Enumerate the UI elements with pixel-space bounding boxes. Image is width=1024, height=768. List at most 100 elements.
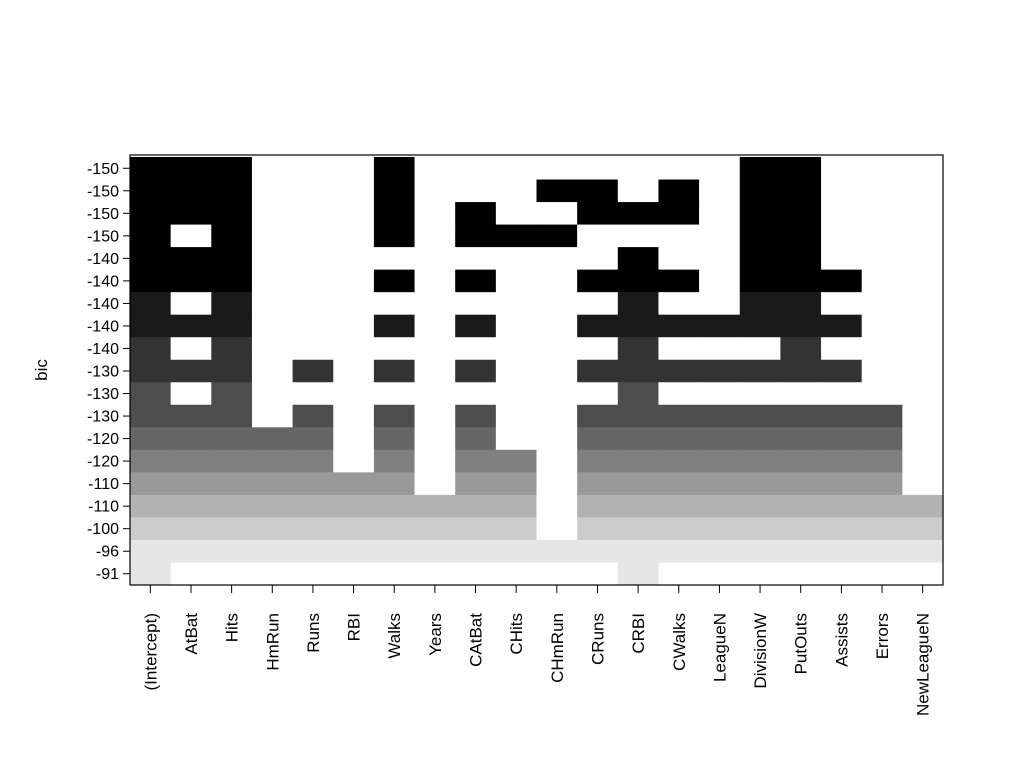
heatmap-cell — [861, 202, 903, 226]
heatmap-cell — [577, 314, 619, 338]
heatmap-cell — [130, 202, 172, 226]
heatmap-cell — [780, 269, 822, 293]
heatmap-cell — [170, 269, 212, 293]
heatmap-cell — [373, 337, 416, 361]
heatmap-cell — [211, 224, 253, 248]
heatmap-cell — [333, 427, 375, 451]
heatmap-cell — [821, 224, 863, 248]
heatmap-cell — [739, 404, 781, 428]
heatmap-cell — [861, 359, 903, 383]
heatmap-cell — [414, 494, 456, 519]
heatmap-cell — [495, 247, 538, 271]
heatmap-cell — [577, 269, 619, 293]
heatmap-cell — [211, 359, 253, 383]
heatmap-cell — [292, 404, 334, 428]
heatmap-cell — [780, 517, 822, 541]
heatmap-cell — [333, 449, 375, 473]
heatmap-cell — [902, 562, 944, 586]
heatmap-cell — [780, 449, 822, 473]
heatmap-cell — [739, 314, 781, 338]
heatmap-cell — [821, 157, 863, 181]
heatmap-cell — [739, 494, 781, 519]
x-tick-label: HmRun — [263, 613, 282, 671]
heatmap-cell — [292, 314, 334, 338]
heatmap-cell — [211, 157, 253, 181]
y-tick-label: -150 — [87, 183, 119, 200]
heatmap-cell — [861, 562, 903, 586]
heatmap-cell — [821, 404, 863, 428]
heatmap-cell — [414, 314, 456, 338]
heatmap-cell — [333, 517, 375, 541]
heatmap-cell — [251, 517, 294, 541]
heatmap-cell — [861, 472, 903, 496]
heatmap-cell — [495, 269, 538, 293]
heatmap-cell — [130, 224, 172, 248]
heatmap-cell — [536, 269, 578, 293]
x-tick-label: LeagueN — [710, 613, 729, 682]
heatmap-cell — [455, 562, 497, 586]
heatmap-cell — [455, 202, 497, 226]
heatmap-cell — [780, 179, 822, 203]
heatmap-cell — [495, 449, 538, 473]
heatmap-cell — [292, 179, 334, 203]
heatmap-cell — [821, 472, 863, 496]
heatmap-cell — [658, 472, 700, 496]
heatmap-cell — [821, 292, 863, 316]
heatmap-cell — [251, 292, 294, 316]
heatmap-cell — [373, 224, 416, 248]
heatmap-cell — [577, 157, 619, 181]
heatmap-cell — [821, 337, 863, 361]
heatmap-cell — [739, 337, 781, 361]
heatmap-cell — [130, 404, 172, 428]
heatmap-cell — [292, 247, 334, 271]
heatmap-cell — [414, 517, 456, 541]
heatmap-cell — [251, 539, 294, 564]
heatmap-cell — [617, 314, 660, 338]
heatmap-cell — [902, 314, 944, 338]
heatmap-cell — [414, 382, 456, 406]
y-tick-label: -140 — [87, 296, 119, 313]
heatmap-cell — [536, 292, 578, 316]
heatmap-cell — [130, 359, 172, 383]
heatmap-cell — [170, 337, 212, 361]
heatmap-cell — [455, 517, 497, 541]
heatmap-cell — [455, 382, 497, 406]
heatmap-cell — [780, 404, 822, 428]
heatmap-cell — [373, 382, 416, 406]
heatmap-cell — [821, 494, 863, 519]
x-tick-label: Hits — [223, 613, 242, 642]
heatmap-cell — [699, 202, 741, 226]
heatmap-cell — [333, 269, 375, 293]
heatmap-cell — [373, 247, 416, 271]
heatmap-cell — [658, 539, 700, 564]
heatmap-cell — [495, 494, 538, 519]
heatmap-cell — [699, 494, 741, 519]
heatmap-cell — [902, 247, 944, 271]
x-tick-label: CHmRun — [548, 613, 567, 683]
heatmap-cell — [699, 247, 741, 271]
heatmap-cell — [251, 382, 294, 406]
heatmap-cell — [861, 517, 903, 541]
heatmap-cell — [821, 449, 863, 473]
y-tick-label: -91 — [96, 566, 119, 583]
heatmap-cell — [536, 562, 578, 586]
heatmap-cell — [170, 539, 212, 564]
heatmap-cell — [251, 359, 294, 383]
heatmap-cell — [292, 562, 334, 586]
y-tick-label: -130 — [87, 386, 119, 403]
heatmap-cell — [536, 247, 578, 271]
heatmap-cell — [861, 179, 903, 203]
heatmap-cell — [577, 562, 619, 586]
heatmap-cell — [251, 449, 294, 473]
heatmap-cell — [821, 427, 863, 451]
heatmap-cell — [821, 269, 863, 293]
heatmap-cell — [617, 247, 660, 271]
x-tick-label: NewLeagueN — [914, 613, 933, 716]
heatmap-cell — [495, 517, 538, 541]
heatmap-cell — [658, 202, 700, 226]
heatmap-cell — [658, 449, 700, 473]
heatmap-cell — [373, 494, 416, 519]
heatmap-cell — [699, 337, 741, 361]
heatmap-cell — [130, 517, 172, 541]
heatmap-cell — [861, 314, 903, 338]
